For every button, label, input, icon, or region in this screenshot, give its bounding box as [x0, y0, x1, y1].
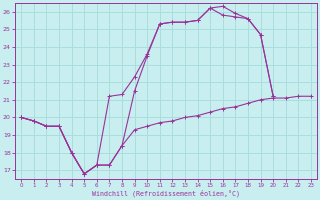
X-axis label: Windchill (Refroidissement éolien,°C): Windchill (Refroidissement éolien,°C) — [92, 190, 240, 197]
